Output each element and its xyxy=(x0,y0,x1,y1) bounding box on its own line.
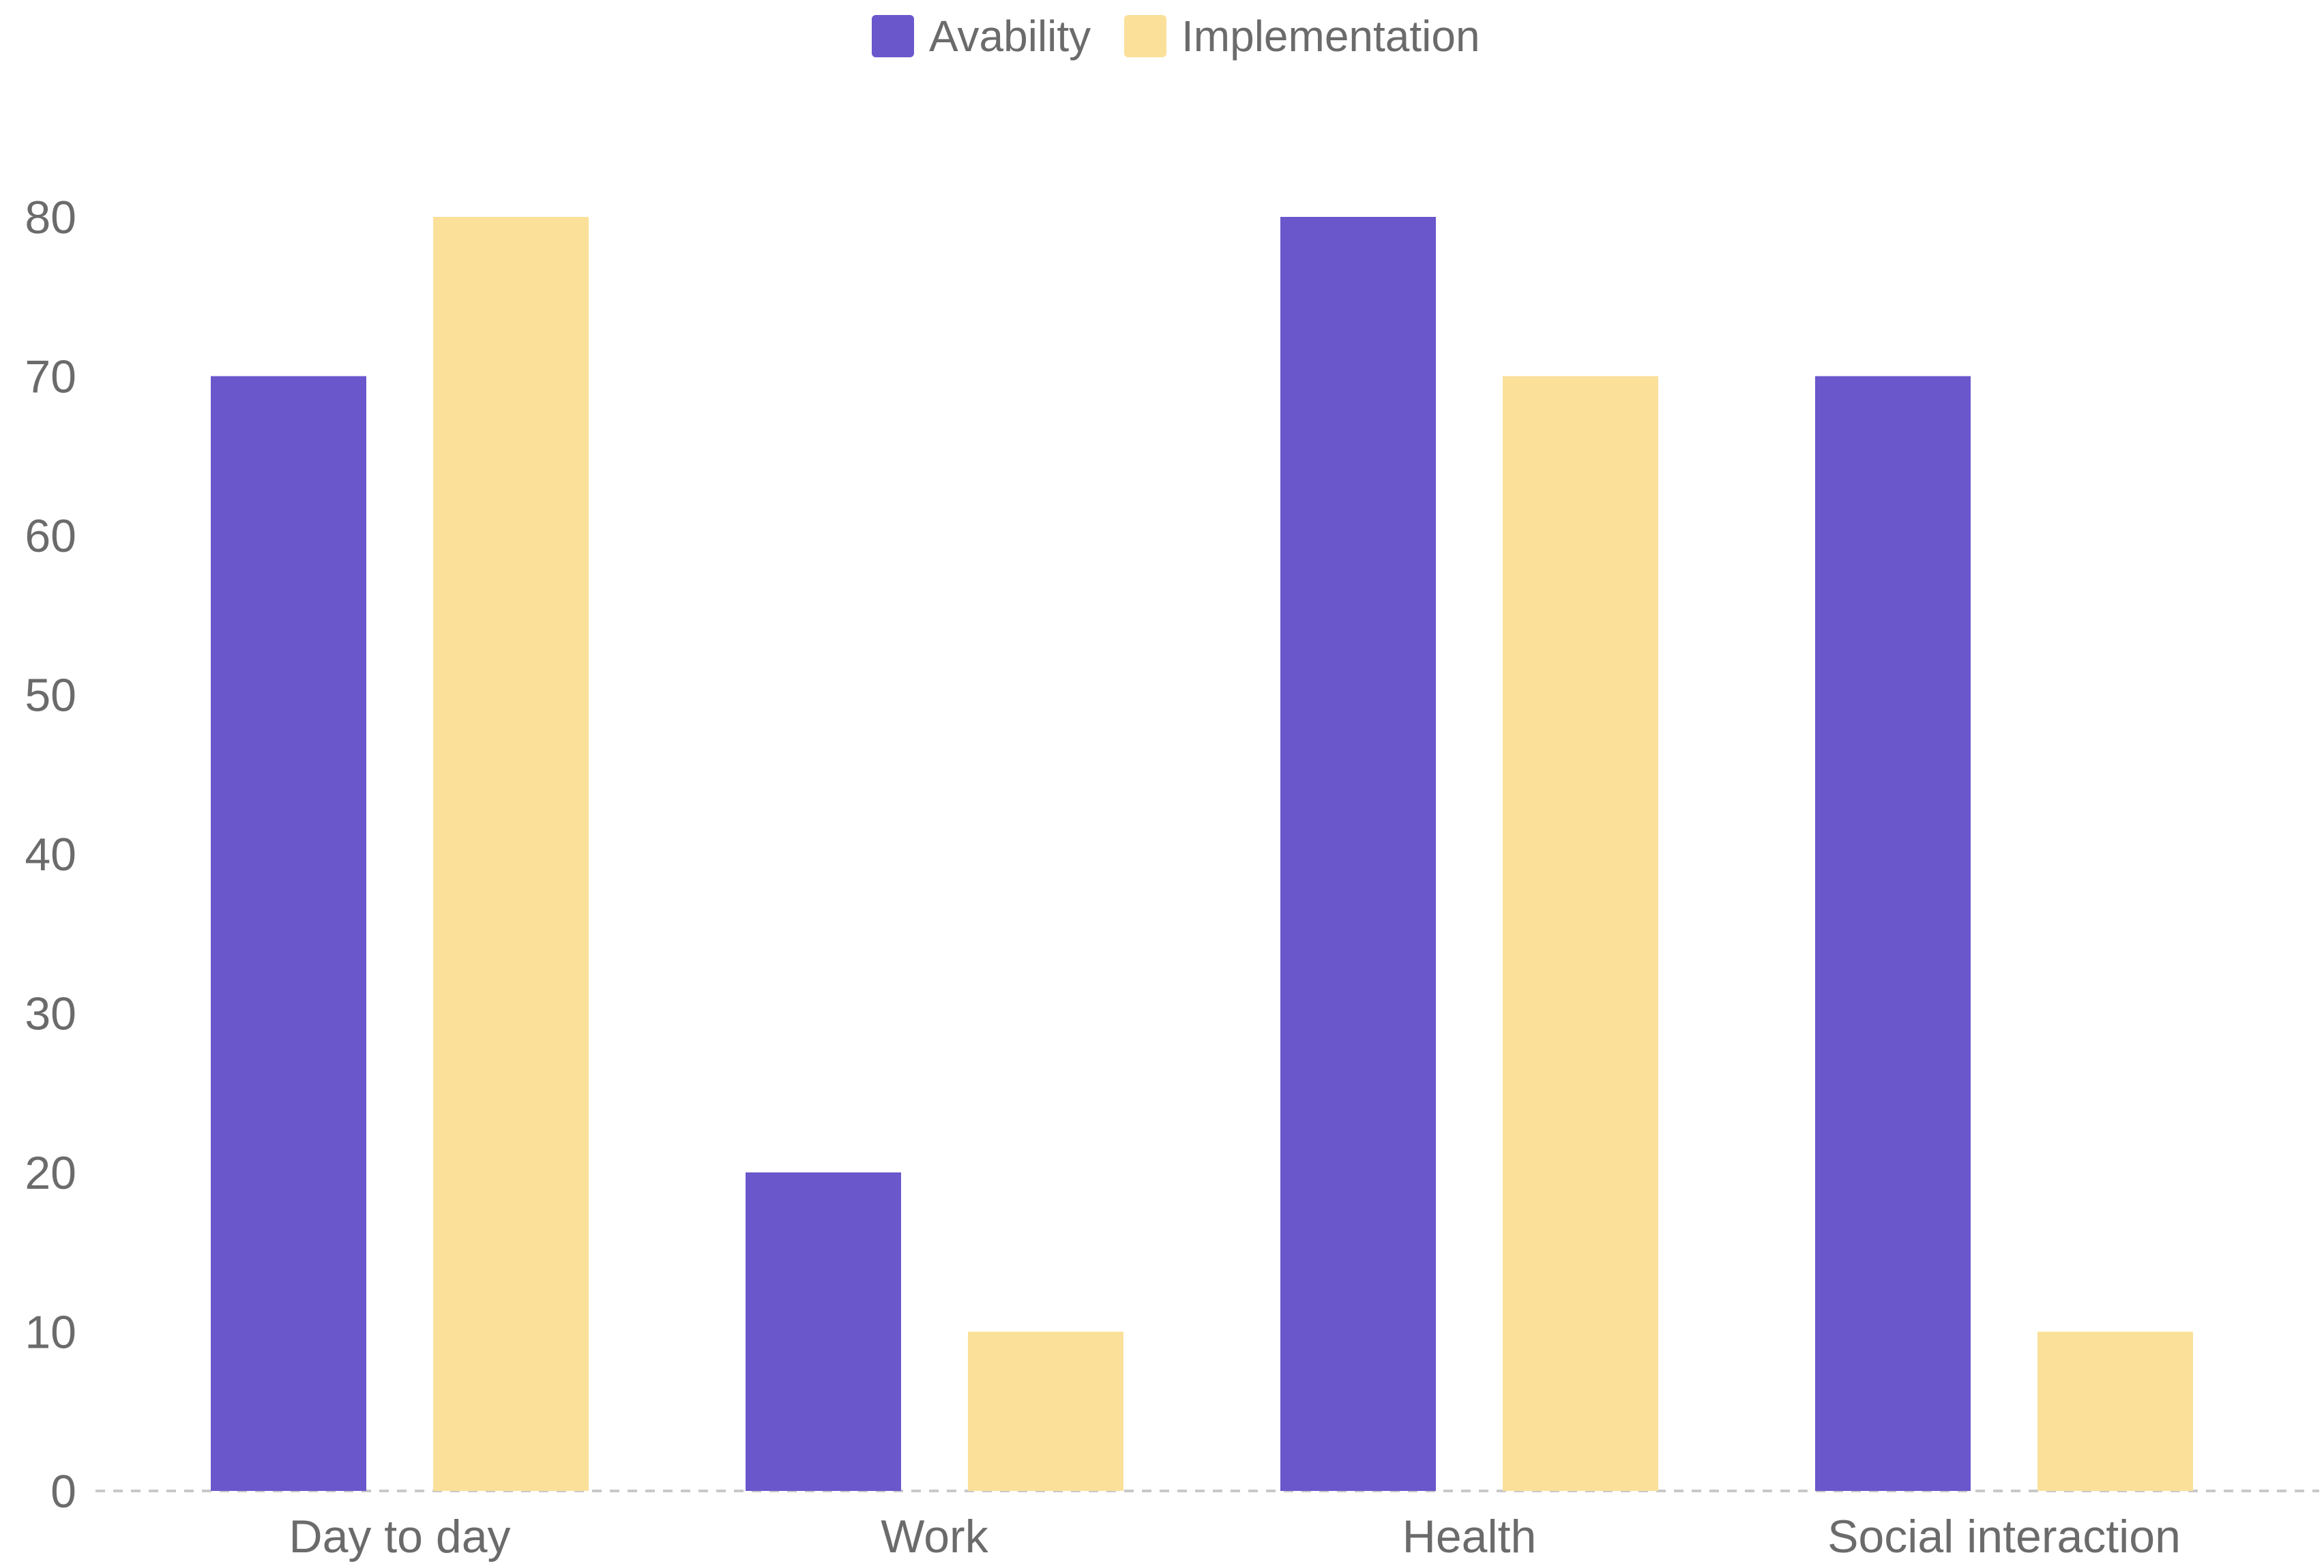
bar-implementation-health xyxy=(1503,376,1658,1491)
bar-implementation-day-to-day xyxy=(433,217,589,1491)
x-axis-labels: Day to day Work Health Social interaction xyxy=(289,1511,2180,1563)
bar-implementation-social-interaction xyxy=(2038,1331,2193,1491)
legend-label-avability: Avability xyxy=(929,12,1091,61)
y-tick-label: 50 xyxy=(25,670,76,722)
bar-avability-day-to-day xyxy=(211,376,366,1491)
bar-avability-work xyxy=(746,1172,901,1491)
bars xyxy=(211,217,2193,1491)
bar-avability-social-interaction xyxy=(1815,376,1971,1491)
y-tick-label: 0 xyxy=(50,1466,76,1518)
y-tick-label: 30 xyxy=(25,988,76,1040)
legend-label-implementation: Implementation xyxy=(1181,12,1480,61)
bar-avability-health xyxy=(1280,217,1436,1491)
y-axis-ticks: 0 10 20 30 40 50 60 70 80 xyxy=(25,192,76,1518)
y-tick-label: 80 xyxy=(25,192,76,243)
legend: Avability Implementation xyxy=(872,12,1480,61)
x-category-label: Work xyxy=(881,1511,988,1563)
legend-swatch-implementation xyxy=(1124,15,1166,57)
x-category-label: Day to day xyxy=(289,1511,510,1563)
y-tick-label: 10 xyxy=(25,1307,76,1359)
y-tick-label: 60 xyxy=(25,510,76,562)
y-tick-label: 40 xyxy=(25,829,76,881)
x-category-label: Health xyxy=(1402,1511,1537,1563)
x-category-label: Social interaction xyxy=(1827,1511,2181,1563)
bar-implementation-work xyxy=(968,1331,1123,1491)
legend-swatch-avability xyxy=(872,15,914,57)
y-tick-label: 20 xyxy=(25,1147,76,1199)
y-tick-label: 70 xyxy=(25,351,76,403)
